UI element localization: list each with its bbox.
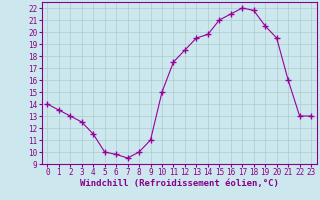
X-axis label: Windchill (Refroidissement éolien,°C): Windchill (Refroidissement éolien,°C) (80, 179, 279, 188)
